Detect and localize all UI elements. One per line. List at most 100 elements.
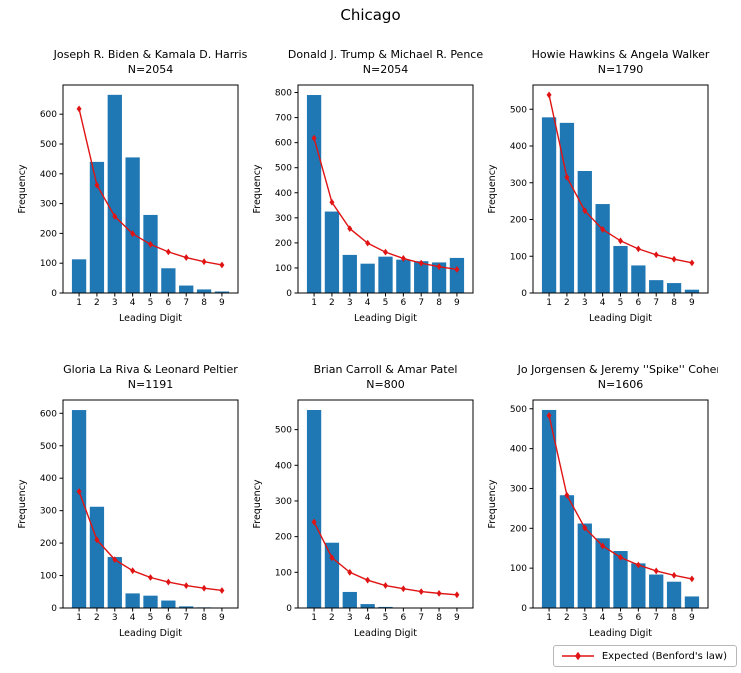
expected-marker-digit-4 xyxy=(365,239,371,247)
x-tick-label: 4 xyxy=(365,298,371,308)
figure-title: Chicago xyxy=(340,6,401,24)
bar-digit-3 xyxy=(107,94,122,294)
expected-marker-digit-5 xyxy=(618,553,623,561)
expected-marker-digit-1 xyxy=(546,412,552,419)
expected-marker-digit-2 xyxy=(94,536,100,544)
y-tick-label: 400 xyxy=(275,461,292,471)
x-tick-label: 2 xyxy=(329,298,335,308)
x-tick-label: 9 xyxy=(454,613,460,623)
y-tick-label: 100 xyxy=(40,572,57,582)
expected-marker-digit-6 xyxy=(400,585,406,593)
x-tick-label: 7 xyxy=(418,298,424,308)
chart-jorgensen-cohen: Jo Jorgensen & Jeremy ''Spike'' Cohen N=1… xyxy=(487,363,718,639)
subplot-title: Joseph R. Biden & Kamala D. Harris xyxy=(53,48,248,61)
subplot-title: Donald J. Trump & Michael R. Pence xyxy=(288,48,483,61)
expected-marker-digit-4 xyxy=(600,542,606,550)
x-tick-label: 3 xyxy=(112,298,118,308)
x-tick-label: 5 xyxy=(383,613,389,623)
bar-digit-4 xyxy=(125,157,140,293)
expected-marker-digit-5 xyxy=(148,574,153,581)
y-tick-label: 800 xyxy=(275,89,292,99)
x-tick-label: 7 xyxy=(653,298,659,308)
x-tick-label: 8 xyxy=(201,298,207,308)
bar-digit-6 xyxy=(161,268,176,293)
axes-spines xyxy=(297,399,474,609)
legend-line-marker-icon xyxy=(561,651,594,661)
y-tick-label: 300 xyxy=(510,179,527,189)
y-tick-label: 500 xyxy=(510,105,527,115)
bar-digit-2 xyxy=(324,211,340,293)
y-tick-label: 200 xyxy=(40,539,57,549)
x-tick-label: 9 xyxy=(689,298,695,308)
x-axis-label: Leading Digit xyxy=(589,628,652,639)
y-tick-label: 400 xyxy=(510,142,527,152)
x-axis-label: Leading Digit xyxy=(589,313,652,324)
y-tick-label: 500 xyxy=(275,426,292,436)
y-tick-label: 200 xyxy=(510,216,527,226)
bar-digit-3 xyxy=(577,170,592,293)
x-tick-label: 9 xyxy=(219,298,225,308)
expected-marker-digit-8 xyxy=(671,571,677,579)
bar-digit-1 xyxy=(306,409,322,608)
y-tick-label: 400 xyxy=(40,170,57,180)
x-tick-label: 2 xyxy=(94,613,100,623)
x-tick-label: 5 xyxy=(148,613,154,623)
y-tick-label: 100 xyxy=(510,252,527,262)
x-tick-label: 7 xyxy=(183,298,189,308)
y-tick-label: 500 xyxy=(40,140,57,150)
bar-digit-6 xyxy=(631,265,646,293)
y-tick-label: 500 xyxy=(510,405,527,415)
y-tick-label: 300 xyxy=(275,497,292,507)
bar-digit-4 xyxy=(595,538,610,608)
bar-digit-7 xyxy=(649,574,664,608)
x-tick-label: 4 xyxy=(130,613,136,623)
expected-marker-digit-8 xyxy=(201,584,207,592)
y-tick-label: 100 xyxy=(40,259,57,269)
x-tick-label: 8 xyxy=(436,613,442,623)
expected-marker-digit-1 xyxy=(311,134,317,142)
y-tick-label: 0 xyxy=(286,289,292,299)
bar-digit-8 xyxy=(666,283,682,293)
y-axis-label: Frequency xyxy=(17,164,28,213)
bar-digit-2 xyxy=(559,122,575,293)
expected-marker-digit-7 xyxy=(183,582,189,590)
chart-trump-pence: Donald J. Trump & Michael R. Pence N=2054… xyxy=(252,48,483,324)
x-tick-label: 7 xyxy=(183,613,189,623)
expected-marker-digit-8 xyxy=(436,263,442,271)
x-tick-label: 5 xyxy=(383,298,389,308)
y-tick-label: 100 xyxy=(275,568,292,578)
subplot-title: Brian Carroll & Amar Patel xyxy=(314,363,458,376)
x-tick-label: 3 xyxy=(582,298,588,308)
x-tick-label: 6 xyxy=(165,613,171,623)
y-tick-label: 500 xyxy=(40,442,57,452)
bar-digit-5 xyxy=(143,595,158,608)
expected-marker-digit-8 xyxy=(436,589,442,597)
expected-marker-digit-9 xyxy=(219,261,225,269)
x-tick-label: 1 xyxy=(546,613,552,623)
expected-marker-digit-2 xyxy=(329,198,335,206)
y-axis-label: Frequency xyxy=(252,164,263,213)
expected-marker-digit-2 xyxy=(564,491,570,499)
expected-marker-digit-4 xyxy=(130,230,136,238)
expected-marker-digit-4 xyxy=(130,567,136,575)
bar-digit-5 xyxy=(143,214,158,293)
y-tick-label: 300 xyxy=(510,484,527,494)
subplot-title: Howie Hawkins & Angela Walker xyxy=(532,48,710,61)
expected-marker-digit-9 xyxy=(689,259,695,267)
x-tick-label: 3 xyxy=(112,613,118,623)
chart-biden-harris: Joseph R. Biden & Kamala D. Harris N=2054… xyxy=(17,48,248,324)
bar-digit-6 xyxy=(161,600,176,608)
subplot-title: Jo Jorgensen & Jeremy ''Spike'' Cohen xyxy=(517,363,718,376)
expected-marker-digit-4 xyxy=(600,226,606,233)
y-tick-label: 400 xyxy=(510,445,527,455)
subplot-sample-size: N=1191 xyxy=(128,378,173,391)
x-tick-label: 2 xyxy=(329,613,335,623)
x-tick-label: 3 xyxy=(347,613,353,623)
subplot-sample-size: N=1790 xyxy=(598,63,643,76)
expected-marker-digit-7 xyxy=(183,254,189,261)
bar-digit-9 xyxy=(684,596,700,608)
legend: Expected (Benford's law) xyxy=(552,645,737,667)
x-tick-label: 2 xyxy=(94,298,100,308)
expected-marker-digit-2 xyxy=(564,173,570,181)
